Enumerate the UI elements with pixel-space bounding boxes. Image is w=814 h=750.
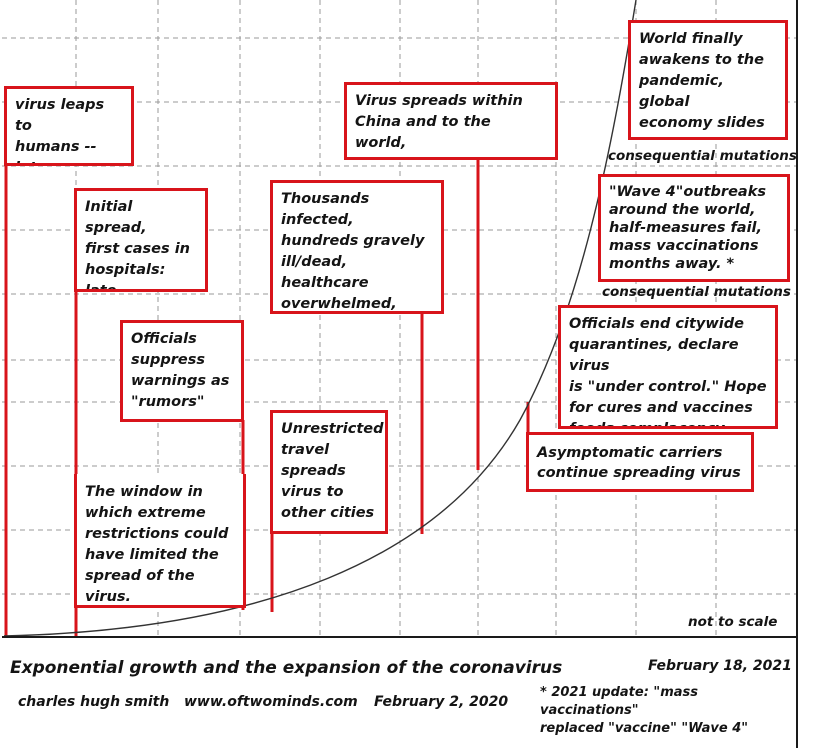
chart-title: Exponential growth and the expansion of … [10, 658, 563, 678]
update-date: February 18, 2021 [648, 658, 792, 674]
callout-window: The window in which extreme restrictions… [74, 474, 246, 608]
callout-humans: virus leaps to humans -- late Oct early … [4, 86, 134, 166]
callout-virus-spreads: Virus spreads within China and to the wo… [344, 82, 558, 160]
update-note: * 2021 update: "mass vaccinations" repla… [540, 685, 749, 736]
callout-initial-spread: Initial spread, first cases in hospitals… [74, 188, 208, 292]
callout-officials-suppress: Officials suppress warnings as "rumors" [120, 320, 244, 422]
callout-wave-4: "Wave 4"outbreaks around the world, half… [598, 174, 790, 282]
callout-unrestricted-travel: Unrestricted travel spreads virus to oth… [270, 410, 388, 534]
website: www.oftwominds.com [184, 694, 358, 710]
note-not-to-scale: not to scale [688, 614, 778, 630]
note-mutations-top: consequential mutations [608, 148, 797, 164]
callout-citywide-quarantines: Officials end citywide quarantines, decl… [558, 305, 778, 429]
note-mutations-bottom: consequential mutations [602, 284, 791, 300]
callout-thousands-infected: Thousands infected, hundreds gravely ill… [270, 180, 444, 314]
callout-world-awakens: World finally awakens to the pandemic, g… [628, 20, 788, 140]
exponential-curve [3, 0, 637, 637]
original-date: February 2, 2020 [374, 694, 509, 710]
author: charles hugh smith [18, 694, 170, 710]
callout-asymptomatic: Asymptomatic carriers continue spreading… [526, 432, 754, 492]
footer: Exponential growth and the expansion of … [0, 640, 800, 750]
top-tick-mark: ˙ [383, 0, 387, 6]
